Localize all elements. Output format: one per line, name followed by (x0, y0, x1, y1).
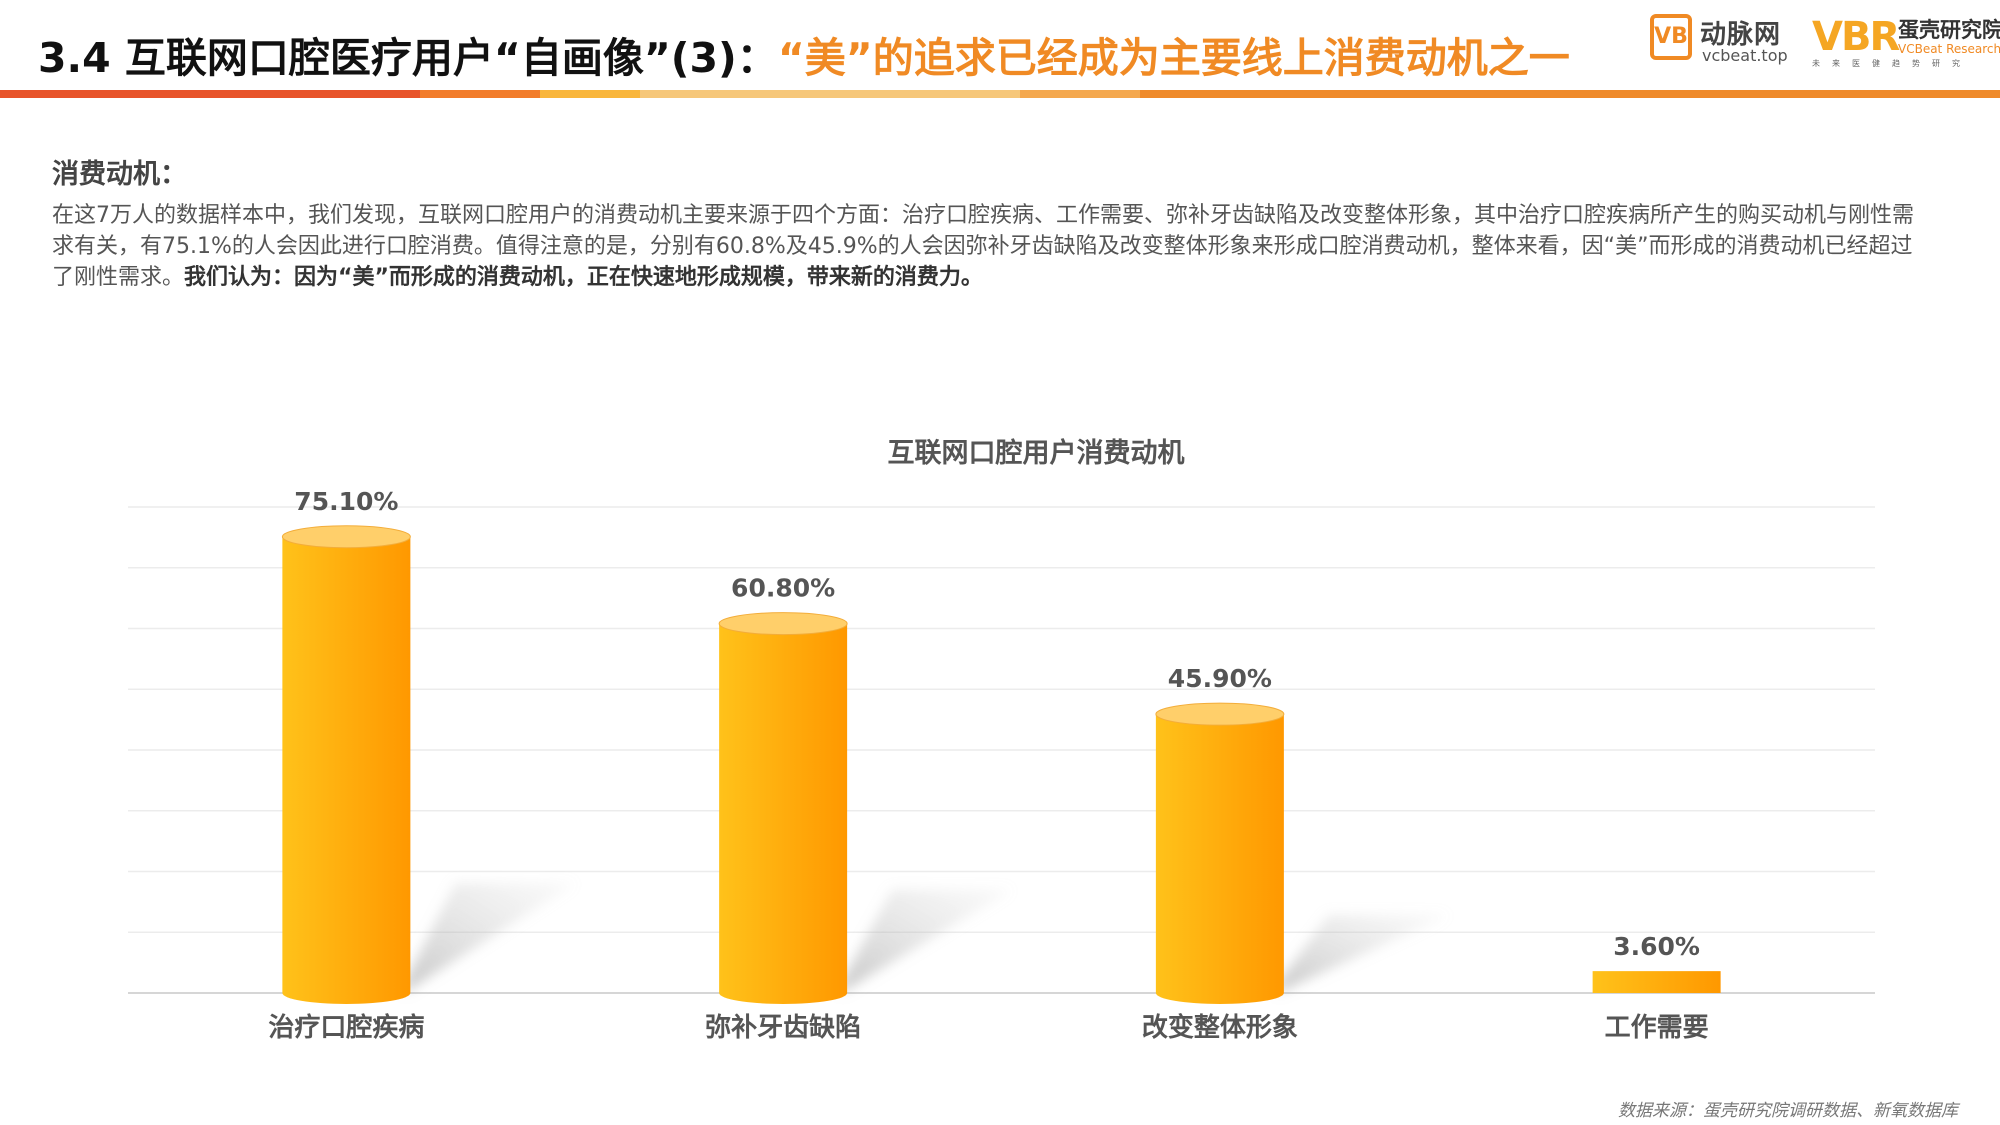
title-underline-bar (0, 90, 2000, 98)
chart-labels: 75.10% 治疗口腔疾病 60.80% 弥补牙齿缺陷 45.90% 改变整体形象 3.60… (268, 487, 1708, 1043)
bar-shadows (404, 883, 1449, 993)
bar-body (719, 623, 848, 1004)
page-title-main: 3.4 互联网口腔医疗用户“自画像”(3)： (38, 34, 778, 82)
bar-body (282, 536, 411, 1004)
vcbeat-logo-en: vcbeat.top (1702, 46, 1788, 65)
bar-top (718, 612, 848, 636)
vbr-logo-mark: VBR (1812, 14, 1900, 60)
category-label: 工作需要 (1605, 1013, 1709, 1043)
chart-bars (281, 525, 1721, 1004)
vbr-logo-tagline: 未来医健趋势研究 (1812, 59, 1972, 68)
bar (281, 525, 411, 1004)
value-label: 45.90% (1168, 664, 1272, 693)
vbr-logo: VBR 蛋壳研究院 VCBeat Research 未来医健趋势研究 (1812, 12, 2000, 68)
bar-body (1155, 714, 1284, 1004)
value-label: 3.60% (1613, 932, 1700, 961)
vcbeat-logo: VB 动脉网 vcbeat.top (1650, 14, 1800, 66)
bar-top (1155, 702, 1285, 726)
body-paragraph: 在这7万人的数据样本中，我们发现，互联网口腔用户的消费动机主要来源于四个方面：治… (52, 200, 1932, 293)
value-label: 60.80% (731, 574, 835, 603)
vbr-logo-cn: 蛋壳研究院 (1898, 18, 2000, 42)
bar (1592, 971, 1721, 993)
bar-shadow (404, 883, 576, 993)
body-paragraph-bold: 我们认为：因为“美”而形成的消费动机，正在快速地形成规模，带来新的消费力。 (184, 265, 983, 290)
bar (1155, 702, 1285, 1004)
body-paragraph-text: 在这7万人的数据样本中，我们发现，互联网口腔用户的消费动机主要来源于四个方面：治… (52, 203, 1915, 290)
chart-title: 互联网口腔用户消费动机 (888, 437, 1185, 469)
bar-top (281, 525, 411, 549)
value-label: 75.10% (294, 487, 398, 516)
bar (718, 612, 848, 1004)
page-title: 3.4 互联网口腔医疗用户“自画像”(3)：“美”的追求已经成为主要线上消费动机… (38, 24, 1570, 84)
vcbeat-logo-cn: 动脉网 (1700, 20, 1782, 50)
bar-shadow (1277, 914, 1449, 993)
vbr-logo-en: VCBeat Research (1898, 42, 2000, 56)
page-title-highlight: “美”的追求已经成为主要线上消费动机之一 (777, 34, 1570, 82)
section-heading: 消费动机： (52, 159, 187, 190)
category-label: 弥补牙齿缺陷 (705, 1012, 861, 1043)
category-label: 治疗口腔疾病 (268, 1012, 424, 1043)
vcbeat-logo-mark: VB (1650, 14, 1692, 60)
bar-shadow (841, 889, 1013, 993)
bar-body (1592, 971, 1721, 993)
category-label: 改变整体形象 (1142, 1012, 1298, 1043)
chart-grid (128, 506, 1875, 994)
data-source: 数据来源：蛋壳研究院调研数据、新氧数据库 (1618, 1101, 1958, 1121)
